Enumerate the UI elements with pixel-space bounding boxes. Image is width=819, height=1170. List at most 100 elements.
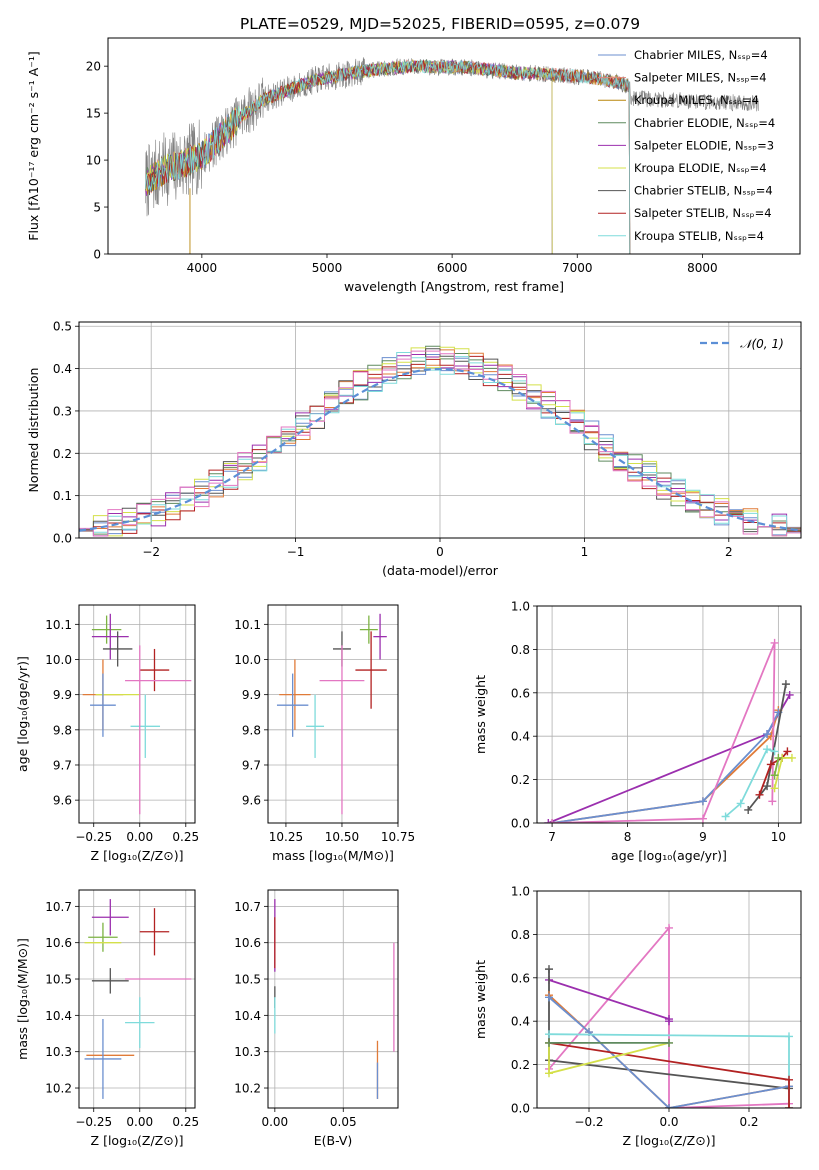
weight-marker bbox=[544, 819, 553, 823]
legend-entry: Chabrier MILES, Nₛₛₚ=4 bbox=[634, 48, 768, 62]
axes-frame bbox=[78, 321, 802, 539]
y-tick-label: 1.0 bbox=[511, 885, 530, 899]
legend-entry: Chabrier STELIB, Nₛₛₚ=4 bbox=[634, 184, 773, 198]
axes-mass_vs_EBV: 0.00 0.05 10.2 10.3 10.4 10.5 10.6 10.7 E(B-V) bbox=[234, 889, 399, 1148]
weight-marker bbox=[548, 819, 557, 823]
axes-weight_vs_age: 7 8 9 10 0.0 0.2 0.4 0.6 0.8 1.0 age [log₁₀(age/yr… bbox=[473, 600, 802, 863]
error-point bbox=[355, 631, 387, 709]
y-tick-label: 0.6 bbox=[511, 971, 530, 985]
weight-marker bbox=[744, 805, 753, 814]
y-tick-label: 10.4 bbox=[45, 1009, 72, 1023]
y-tick-label: 10.1 bbox=[234, 618, 261, 632]
error-point bbox=[279, 659, 311, 730]
y-tick-label: 10.5 bbox=[234, 973, 261, 987]
weight-marker bbox=[783, 747, 792, 756]
y-tick-label: 10.0 bbox=[45, 653, 72, 667]
error-point bbox=[88, 922, 118, 952]
legend-entry: Salpeter MILES, Nₛₛₚ=4 bbox=[634, 71, 767, 85]
weight-marker bbox=[545, 1030, 553, 1039]
weight-marker bbox=[785, 1032, 793, 1041]
error-point bbox=[373, 613, 387, 660]
plot-area-mass_vs_Z bbox=[84, 899, 192, 1099]
error-point bbox=[91, 613, 129, 660]
axes-frame bbox=[78, 889, 196, 1109]
x-axis-label: wavelength [Angstrom, rest frame] bbox=[344, 279, 564, 294]
model-line bbox=[145, 58, 631, 254]
x-tick-label: −1 bbox=[287, 545, 305, 559]
x-tick-label: 7000 bbox=[562, 261, 593, 275]
weight-series bbox=[744, 680, 790, 814]
y-tick-label: 10.5 bbox=[45, 973, 72, 987]
y-tick-label: 0.8 bbox=[511, 643, 530, 657]
y-tick-label: 9.9 bbox=[242, 688, 261, 702]
weight-marker bbox=[736, 799, 745, 808]
axes-frame bbox=[536, 605, 802, 824]
y-tick-label: 9.6 bbox=[53, 794, 72, 808]
weight-line bbox=[548, 996, 790, 1108]
x-tick-label: 0.00 bbox=[261, 1115, 288, 1129]
y-tick-label: 0.2 bbox=[511, 1058, 530, 1072]
x-tick-label: 8 bbox=[624, 830, 632, 844]
weight-series bbox=[545, 1038, 673, 1047]
weight-line bbox=[725, 748, 775, 818]
error-point bbox=[102, 631, 133, 667]
y-tick-label: 0.8 bbox=[511, 928, 530, 942]
y-tick-label: 0.1 bbox=[53, 489, 72, 503]
y-tick-label: 10.3 bbox=[45, 1045, 72, 1059]
error-point bbox=[91, 968, 129, 994]
y-tick-label: 10.2 bbox=[45, 1082, 72, 1096]
weight-line bbox=[552, 642, 776, 823]
error-point bbox=[306, 694, 325, 758]
error-point bbox=[139, 648, 170, 692]
histogram bbox=[79, 352, 801, 533]
weight-line bbox=[551, 711, 780, 823]
y-axis-label: Flux [fλ10⁻¹⁷ erg cm⁻² s⁻¹ A⁻¹] bbox=[26, 51, 41, 240]
x-tick-label: −2 bbox=[142, 545, 160, 559]
histogram bbox=[79, 355, 801, 534]
error-point bbox=[84, 1018, 122, 1099]
y-axis-label: age [log₁₀(age/yr)] bbox=[15, 656, 30, 772]
model-line bbox=[145, 60, 631, 254]
y-tick-label: 0.4 bbox=[511, 1015, 530, 1029]
y-tick-label: 9.7 bbox=[242, 758, 261, 772]
x-tick-label: 10.50 bbox=[325, 830, 359, 844]
axes-age_vs_mass: 10.25 10.50 10.75 9.6 9.7 9.8 9.9 10.0 10.1 mass … bbox=[234, 604, 415, 863]
x-tick-label: 0.05 bbox=[330, 1115, 357, 1129]
weight-series bbox=[545, 975, 673, 1026]
figure-title: PLATE=0529, MJD=52025, FIBERID=0595, z=0… bbox=[240, 15, 640, 33]
y-tick-label: 0.0 bbox=[511, 1102, 530, 1116]
normal-curve bbox=[79, 367, 801, 532]
x-tick-label: 0.00 bbox=[126, 830, 153, 844]
x-tick-label: 7 bbox=[548, 830, 556, 844]
weight-marker bbox=[785, 1075, 793, 1084]
axes-mass_vs_Z: −0.25 0.00 0.25 10.2 10.3 10.4 10.5 10.6 10.7 Z [… bbox=[15, 889, 199, 1148]
error-point bbox=[90, 673, 116, 737]
x-tick-label: 6000 bbox=[437, 261, 468, 275]
plot-area-residuals bbox=[79, 345, 801, 537]
y-tick-label: 10.7 bbox=[45, 900, 72, 914]
axes-frame bbox=[536, 890, 802, 1109]
axes-frame bbox=[107, 37, 801, 255]
x-tick-label: 10 bbox=[771, 830, 786, 844]
legend-entry: Kroupa ELODIE, Nₛₛₚ=4 bbox=[634, 161, 767, 175]
weight-marker bbox=[763, 730, 772, 739]
x-tick-label: 0.25 bbox=[172, 1115, 199, 1129]
y-tick-label: 5 bbox=[93, 201, 101, 215]
axes-frame bbox=[267, 604, 399, 824]
axes-frame bbox=[267, 889, 399, 1109]
y-tick-label: 20 bbox=[86, 60, 101, 74]
weight-marker bbox=[721, 812, 730, 821]
x-tick-label: 0.25 bbox=[172, 830, 199, 844]
error-point bbox=[91, 615, 122, 644]
weight-series bbox=[721, 745, 779, 821]
y-axis-label: mass weight bbox=[473, 675, 488, 754]
y-tick-label: 0.4 bbox=[511, 730, 530, 744]
x-tick-label: 0.00 bbox=[126, 1115, 153, 1129]
weight-marker bbox=[763, 782, 772, 791]
weight-marker bbox=[768, 797, 777, 806]
y-tick-label: 0.2 bbox=[511, 773, 530, 787]
model-line bbox=[145, 60, 631, 254]
axes-residuals: −2 −1 0 1 2 0.0 0.1 0.2 0.3 0.4 0.5 (data-model)/er… bbox=[26, 320, 802, 578]
error-point bbox=[359, 615, 378, 644]
